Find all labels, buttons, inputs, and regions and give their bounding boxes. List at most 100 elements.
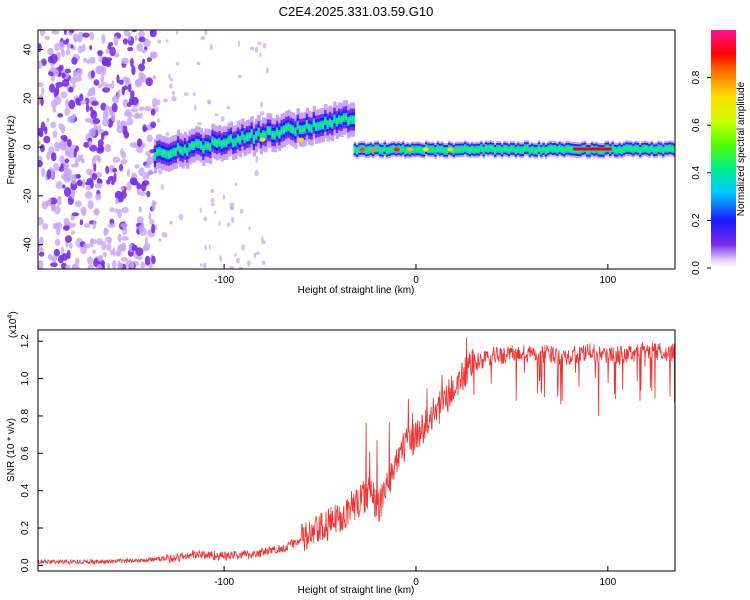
heatmap-noise-cell — [175, 30, 179, 35]
snr-x-tick-label: 0 — [413, 577, 419, 588]
heatmap-carrier-cell — [454, 147, 458, 152]
heatmap-noise-cell — [50, 53, 58, 64]
heatmap-noise-cell — [105, 59, 112, 68]
heatmap-noise-cell — [82, 32, 90, 38]
heatmap-trace-cell — [333, 116, 337, 121]
heatmap-noise-cell — [105, 48, 110, 55]
heatmap-carrier-cell — [404, 148, 407, 153]
heatmap-noise-cell — [111, 102, 118, 113]
heatmap-carrier-cell — [666, 146, 670, 151]
heatmap-noise-cell — [89, 144, 97, 152]
heatmap-noise-cell — [93, 162, 97, 172]
heatmap-carrier-cell — [459, 147, 463, 152]
heatmap-noise-cell — [38, 243, 43, 253]
heatmap-noise-cell — [138, 224, 145, 233]
heatmap-noise-cell — [70, 163, 79, 168]
heatmap-noise-cell — [51, 30, 60, 35]
heatmap-noise-cell — [96, 264, 103, 269]
heatmap-carrier-cell — [494, 148, 497, 153]
heatmap-noise-cell — [59, 155, 65, 165]
snr-x-tick-label: -100 — [214, 577, 234, 588]
heatmap-noise-cell — [75, 145, 79, 152]
heatmap-trace-cell — [301, 127, 305, 132]
heatmap-trace-cell — [241, 133, 245, 138]
heatmap-carrier-cell — [551, 146, 555, 152]
heatmap-noise-cell — [120, 159, 128, 165]
heatmap-carrier-cell — [641, 146, 644, 152]
heatmap-noise-cell — [71, 179, 77, 185]
heatmap-noise-cell — [51, 204, 57, 211]
heatmap-carrier-cell — [618, 147, 621, 152]
heatmap-noise-cell — [84, 191, 93, 199]
heatmap-noise-cell — [239, 208, 244, 214]
heatmap-carrier-cell — [646, 146, 649, 152]
snr-y-tick-label: 1.0 — [20, 371, 31, 385]
heatmap-carrier-cell — [438, 147, 442, 152]
heatmap-noise-cell — [134, 79, 143, 88]
heatmap-trace-cell — [308, 125, 312, 131]
heatmap-trace-cell — [222, 140, 227, 146]
heatmap-trace-cell — [285, 125, 289, 131]
heatmap-noise-cell — [55, 221, 63, 230]
heatmap-noise-cell — [117, 233, 122, 243]
heatmap-noise-cell — [192, 92, 196, 96]
heatmap-trace-cell — [227, 137, 231, 142]
heatmap-noise-cell — [71, 230, 75, 235]
heatmap-carrier-cell — [611, 146, 615, 151]
heatmap-noise-cell — [39, 30, 46, 37]
heatmap-noise-cell — [60, 124, 66, 134]
heatmap-carrier-cell — [445, 148, 449, 153]
heatmap-trace-cell — [317, 124, 321, 129]
heatmap-noise-cell — [130, 179, 139, 186]
heatmap-trace-cell — [156, 149, 160, 155]
heatmap-trace-cell — [344, 115, 349, 120]
heatmap-noise-cell — [63, 224, 70, 231]
heatmap-carrier-cell — [420, 148, 423, 153]
spectrogram-y-ticks: -40 -20 0 20 40 — [23, 44, 43, 252]
heatmap-carrier-cell — [632, 147, 635, 152]
heatmap-trace-cell — [248, 134, 252, 139]
heatmap-noise-cell — [238, 266, 243, 269]
heatmap-noise-cell — [72, 33, 79, 42]
heatmap-noise-cell — [126, 168, 131, 177]
heatmap-noise-cell — [92, 249, 96, 254]
heatmap-noise-cell — [63, 187, 72, 197]
heatmap-trace-cell — [250, 131, 254, 136]
heatmap-noise-cell — [87, 256, 93, 265]
heatmap-noise-cell — [68, 86, 74, 93]
heatmap-carrier-cell — [475, 147, 479, 152]
heatmap-noise-cell — [61, 253, 69, 261]
heatmap-carrier-cell — [547, 147, 550, 152]
heatmap-trace-cell — [199, 143, 204, 148]
heatmap-noise-cell — [165, 131, 170, 137]
heatmap-trace-cell — [167, 152, 171, 157]
heatmap-noise-cell — [125, 77, 131, 83]
heatmap-noise-cell — [79, 219, 84, 226]
heatmap-carrier-cell — [521, 148, 525, 153]
heatmap-noise-cell — [101, 241, 107, 251]
colorbar-tick-label: 0.0 — [691, 261, 702, 275]
heatmap-noise-cell — [49, 66, 57, 73]
heatmap-noise-cell — [89, 56, 96, 64]
heatmap-noise-cell — [143, 38, 151, 48]
heatmap-noise-cell — [54, 86, 60, 96]
heatmap-carrier-cell — [655, 147, 658, 153]
heatmap-noise-cell — [66, 172, 71, 182]
heatmap-noise-cell — [116, 119, 121, 128]
heatmap-noise-cell — [89, 31, 95, 41]
heatmap-noise-cell — [44, 35, 51, 41]
heatmap-trace-cell — [243, 136, 247, 142]
heatmap-noise-cell — [138, 206, 142, 213]
heatmap-noise-cell — [97, 256, 104, 262]
colorbar-tick-label: 0.6 — [691, 118, 702, 132]
colorbar: 0.0 0.2 0.4 0.6 0.8 Normalized spectral ampl… — [691, 30, 747, 275]
heatmap-noise-cell — [127, 33, 132, 42]
heatmap-carrier-cell — [563, 148, 566, 153]
heatmap-noise-cell — [38, 82, 44, 88]
heatmap-noise-cell — [142, 58, 146, 65]
heatmap-noise-cell — [136, 43, 143, 52]
heatmap-noise-cell — [219, 255, 223, 262]
heatmap-peak-cell — [581, 147, 585, 151]
heatmap-noise-cell — [157, 169, 163, 175]
heatmap-trace-cell — [218, 139, 222, 145]
